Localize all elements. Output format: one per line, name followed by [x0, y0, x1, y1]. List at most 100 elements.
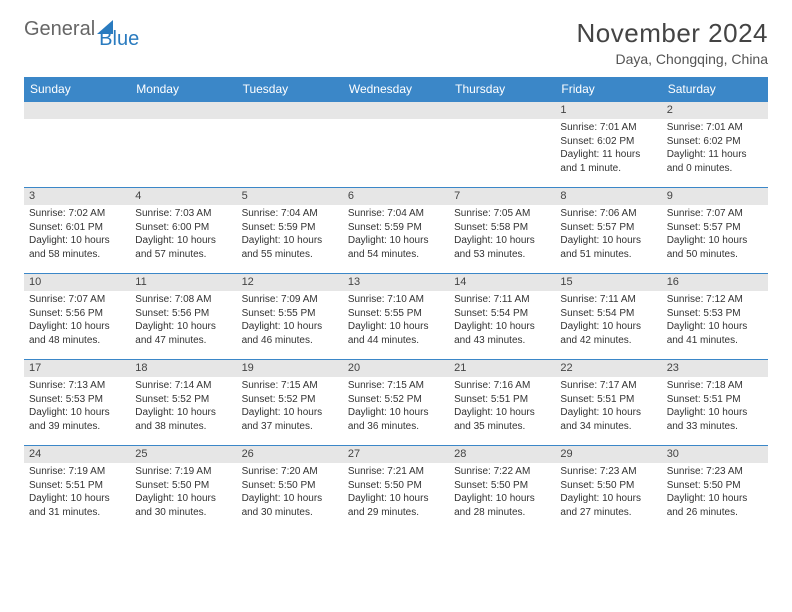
calendar-day-cell: 8Sunrise: 7:06 AMSunset: 5:57 PMDaylight… — [555, 188, 661, 274]
sunset-text: Sunset: 6:02 PM — [667, 135, 763, 149]
sunrise-text: Sunrise: 7:14 AM — [135, 379, 231, 393]
day-details: Sunrise: 7:12 AMSunset: 5:53 PMDaylight:… — [662, 291, 768, 351]
calendar-day-cell: 2Sunrise: 7:01 AMSunset: 6:02 PMDaylight… — [662, 102, 768, 188]
calendar-day-cell: 16Sunrise: 7:12 AMSunset: 5:53 PMDayligh… — [662, 274, 768, 360]
daylight-text: Daylight: 10 hours and 33 minutes. — [667, 406, 763, 433]
sunset-text: Sunset: 5:59 PM — [348, 221, 444, 235]
sunrise-text: Sunrise: 7:21 AM — [348, 465, 444, 479]
calendar-day-cell: 18Sunrise: 7:14 AMSunset: 5:52 PMDayligh… — [130, 360, 236, 446]
day-number: 10 — [24, 274, 130, 291]
calendar-day-cell: 27Sunrise: 7:21 AMSunset: 5:50 PMDayligh… — [343, 446, 449, 532]
calendar-day-cell: 25Sunrise: 7:19 AMSunset: 5:50 PMDayligh… — [130, 446, 236, 532]
calendar-day-cell: 14Sunrise: 7:11 AMSunset: 5:54 PMDayligh… — [449, 274, 555, 360]
sunset-text: Sunset: 5:51 PM — [454, 393, 550, 407]
calendar-week-row: 1Sunrise: 7:01 AMSunset: 6:02 PMDaylight… — [24, 102, 768, 188]
logo-text-2: Blue — [99, 28, 139, 51]
sunrise-text: Sunrise: 7:04 AM — [348, 207, 444, 221]
day-number — [130, 102, 236, 119]
calendar-day-cell: 28Sunrise: 7:22 AMSunset: 5:50 PMDayligh… — [449, 446, 555, 532]
calendar-day-cell: 23Sunrise: 7:18 AMSunset: 5:51 PMDayligh… — [662, 360, 768, 446]
day-details: Sunrise: 7:16 AMSunset: 5:51 PMDaylight:… — [449, 377, 555, 437]
daylight-text: Daylight: 10 hours and 46 minutes. — [242, 320, 338, 347]
day-details: Sunrise: 7:07 AMSunset: 5:56 PMDaylight:… — [24, 291, 130, 351]
sunrise-text: Sunrise: 7:13 AM — [29, 379, 125, 393]
day-details: Sunrise: 7:15 AMSunset: 5:52 PMDaylight:… — [237, 377, 343, 437]
sunrise-text: Sunrise: 7:22 AM — [454, 465, 550, 479]
sunrise-text: Sunrise: 7:15 AM — [348, 379, 444, 393]
day-number — [237, 102, 343, 119]
sunset-text: Sunset: 5:57 PM — [560, 221, 656, 235]
sunset-text: Sunset: 5:53 PM — [667, 307, 763, 321]
day-details — [24, 119, 130, 125]
day-number: 21 — [449, 360, 555, 377]
daylight-text: Daylight: 10 hours and 51 minutes. — [560, 234, 656, 261]
daylight-text: Daylight: 10 hours and 34 minutes. — [560, 406, 656, 433]
daylight-text: Daylight: 10 hours and 26 minutes. — [667, 492, 763, 519]
calendar-day-cell: 29Sunrise: 7:23 AMSunset: 5:50 PMDayligh… — [555, 446, 661, 532]
sunset-text: Sunset: 5:59 PM — [242, 221, 338, 235]
day-number: 20 — [343, 360, 449, 377]
weekday-header: Wednesday — [343, 77, 449, 102]
calendar-day-cell — [237, 102, 343, 188]
day-details: Sunrise: 7:10 AMSunset: 5:55 PMDaylight:… — [343, 291, 449, 351]
daylight-text: Daylight: 10 hours and 38 minutes. — [135, 406, 231, 433]
day-details: Sunrise: 7:14 AMSunset: 5:52 PMDaylight:… — [130, 377, 236, 437]
sunrise-text: Sunrise: 7:02 AM — [29, 207, 125, 221]
calendar-day-cell: 1Sunrise: 7:01 AMSunset: 6:02 PMDaylight… — [555, 102, 661, 188]
weekday-header: Thursday — [449, 77, 555, 102]
day-details: Sunrise: 7:04 AMSunset: 5:59 PMDaylight:… — [237, 205, 343, 265]
calendar-day-cell — [24, 102, 130, 188]
calendar-day-cell: 30Sunrise: 7:23 AMSunset: 5:50 PMDayligh… — [662, 446, 768, 532]
sunrise-text: Sunrise: 7:10 AM — [348, 293, 444, 307]
daylight-text: Daylight: 10 hours and 30 minutes. — [242, 492, 338, 519]
logo-text-1: General — [24, 18, 95, 41]
daylight-text: Daylight: 10 hours and 43 minutes. — [454, 320, 550, 347]
day-number: 6 — [343, 188, 449, 205]
sunrise-text: Sunrise: 7:18 AM — [667, 379, 763, 393]
daylight-text: Daylight: 10 hours and 57 minutes. — [135, 234, 231, 261]
sunset-text: Sunset: 5:55 PM — [348, 307, 444, 321]
day-number: 24 — [24, 446, 130, 463]
calendar-day-cell — [449, 102, 555, 188]
day-number: 22 — [555, 360, 661, 377]
day-details: Sunrise: 7:06 AMSunset: 5:57 PMDaylight:… — [555, 205, 661, 265]
calendar-day-cell: 6Sunrise: 7:04 AMSunset: 5:59 PMDaylight… — [343, 188, 449, 274]
sunset-text: Sunset: 5:56 PM — [135, 307, 231, 321]
sunrise-text: Sunrise: 7:11 AM — [560, 293, 656, 307]
day-details: Sunrise: 7:22 AMSunset: 5:50 PMDaylight:… — [449, 463, 555, 523]
sunset-text: Sunset: 5:50 PM — [560, 479, 656, 493]
sunrise-text: Sunrise: 7:23 AM — [560, 465, 656, 479]
calendar-table: SundayMondayTuesdayWednesdayThursdayFrid… — [24, 77, 768, 532]
day-details: Sunrise: 7:02 AMSunset: 6:01 PMDaylight:… — [24, 205, 130, 265]
day-details: Sunrise: 7:09 AMSunset: 5:55 PMDaylight:… — [237, 291, 343, 351]
calendar-day-cell: 7Sunrise: 7:05 AMSunset: 5:58 PMDaylight… — [449, 188, 555, 274]
location-text: Daya, Chongqing, China — [577, 51, 769, 67]
sunrise-text: Sunrise: 7:01 AM — [560, 121, 656, 135]
day-number: 30 — [662, 446, 768, 463]
sunset-text: Sunset: 6:02 PM — [560, 135, 656, 149]
sunrise-text: Sunrise: 7:06 AM — [560, 207, 656, 221]
weekday-header-row: SundayMondayTuesdayWednesdayThursdayFrid… — [24, 77, 768, 102]
day-number: 13 — [343, 274, 449, 291]
sunrise-text: Sunrise: 7:23 AM — [667, 465, 763, 479]
daylight-text: Daylight: 10 hours and 37 minutes. — [242, 406, 338, 433]
day-number: 2 — [662, 102, 768, 119]
calendar-day-cell: 20Sunrise: 7:15 AMSunset: 5:52 PMDayligh… — [343, 360, 449, 446]
day-details — [237, 119, 343, 125]
sunrise-text: Sunrise: 7:01 AM — [667, 121, 763, 135]
weekday-header: Friday — [555, 77, 661, 102]
calendar-day-cell: 19Sunrise: 7:15 AMSunset: 5:52 PMDayligh… — [237, 360, 343, 446]
sunrise-text: Sunrise: 7:15 AM — [242, 379, 338, 393]
day-number: 14 — [449, 274, 555, 291]
sunrise-text: Sunrise: 7:19 AM — [135, 465, 231, 479]
daylight-text: Daylight: 10 hours and 53 minutes. — [454, 234, 550, 261]
weekday-header: Saturday — [662, 77, 768, 102]
calendar-day-cell: 12Sunrise: 7:09 AMSunset: 5:55 PMDayligh… — [237, 274, 343, 360]
day-details — [343, 119, 449, 125]
sunrise-text: Sunrise: 7:09 AM — [242, 293, 338, 307]
day-details: Sunrise: 7:01 AMSunset: 6:02 PMDaylight:… — [662, 119, 768, 179]
calendar-day-cell: 5Sunrise: 7:04 AMSunset: 5:59 PMDaylight… — [237, 188, 343, 274]
day-number — [343, 102, 449, 119]
sunset-text: Sunset: 5:54 PM — [560, 307, 656, 321]
sunset-text: Sunset: 5:51 PM — [29, 479, 125, 493]
